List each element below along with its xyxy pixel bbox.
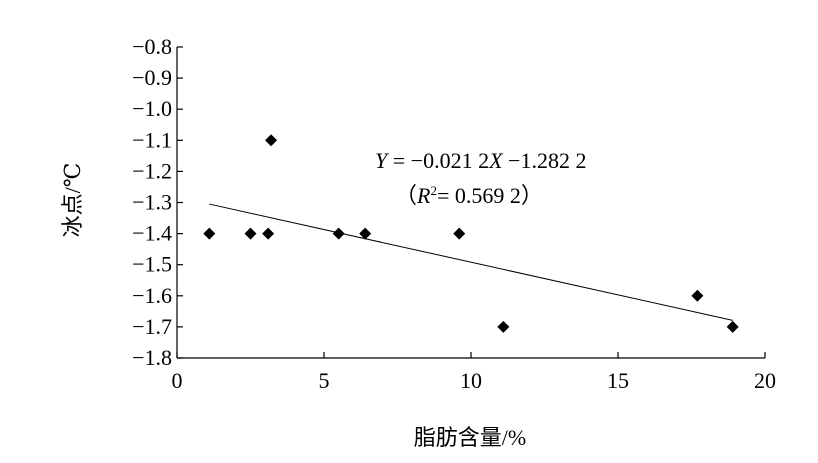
y-tick-label: −1.3 — [132, 190, 172, 215]
y-tick-label: −1.1 — [132, 127, 172, 152]
x-tick-label: 10 — [460, 368, 482, 393]
point — [691, 289, 704, 302]
r2-part: （ — [395, 183, 417, 208]
point — [262, 227, 275, 240]
y-tick-label: −1.0 — [132, 96, 172, 121]
point — [497, 320, 510, 333]
r-squared: （R2= 0.569 2） — [395, 183, 543, 208]
y-tick-label: −1.8 — [132, 345, 172, 370]
point — [453, 227, 466, 240]
r2-part: R — [416, 183, 431, 208]
equation: Y = −0.021 2X −1.282 2 — [375, 148, 586, 173]
point — [203, 227, 216, 240]
eq-part: = −0.021 2 — [387, 148, 489, 173]
y-tick-label: −1.2 — [132, 158, 172, 183]
point — [265, 134, 278, 147]
y-tick-label: −1.4 — [132, 221, 172, 246]
y-tick-label: −1.7 — [132, 314, 172, 339]
y-tick-label: −0.9 — [132, 65, 172, 90]
point — [244, 227, 257, 240]
eq-part: −1.282 2 — [503, 148, 587, 173]
y-tick-label: −0.8 — [132, 34, 172, 59]
x-tick-label: 15 — [607, 368, 629, 393]
point — [359, 227, 372, 240]
y-axis-label: 冰点/℃ — [60, 163, 85, 238]
x-tick-label: 20 — [754, 368, 776, 393]
trend-line — [209, 203, 733, 321]
y-tick-label: −1.6 — [132, 283, 172, 308]
eq-part: Y — [375, 148, 390, 173]
x-tick-label: 5 — [319, 368, 330, 393]
r2-part: 2 — [430, 183, 437, 198]
r2-part: = 0.569 2） — [437, 183, 543, 208]
point — [332, 227, 345, 240]
y-tick-label: −1.5 — [132, 252, 172, 277]
point — [726, 320, 739, 333]
eq-part: X — [488, 148, 504, 173]
x-axis-label: 脂肪含量/% — [414, 425, 526, 450]
x-tick-label: 0 — [172, 368, 183, 393]
